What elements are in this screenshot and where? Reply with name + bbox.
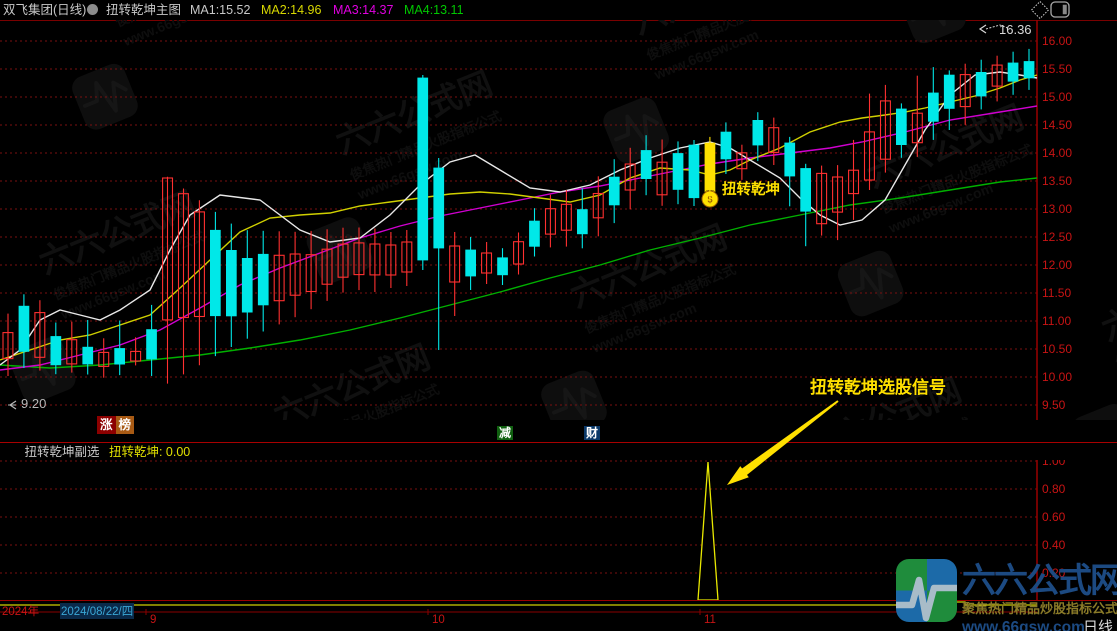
svg-text:六六公式网: 六六公式网 — [962, 562, 1117, 600]
svg-text:日线: 日线 — [1083, 619, 1113, 631]
svg-text:聚焦热门精品炒股指标公式: 聚焦热门精品炒股指标公式 — [961, 601, 1117, 616]
svg-text:www.66gsw.com: www.66gsw.com — [961, 619, 1085, 631]
